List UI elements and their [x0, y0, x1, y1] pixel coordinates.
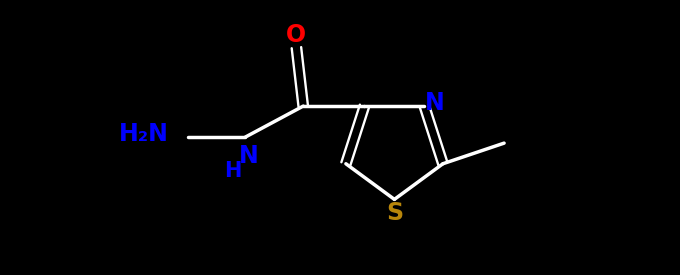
Text: H: H	[224, 161, 242, 182]
Text: N: N	[239, 144, 258, 168]
Text: H₂N: H₂N	[119, 122, 169, 145]
Text: N: N	[425, 91, 445, 115]
Text: S: S	[386, 201, 403, 225]
Text: O: O	[286, 23, 307, 47]
